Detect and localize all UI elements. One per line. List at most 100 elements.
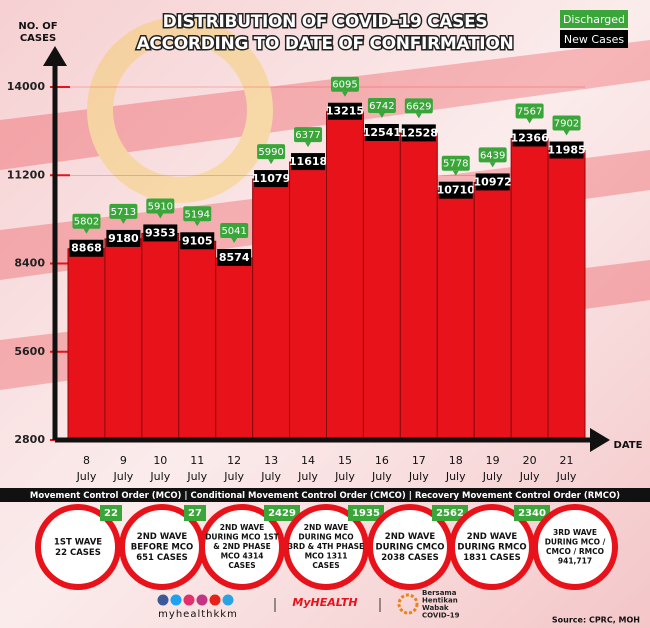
x-tick-label: 14 (301, 454, 315, 467)
discharged-tag (330, 76, 359, 92)
bar (289, 161, 328, 441)
bar (510, 138, 549, 441)
x-tick-month: July (334, 470, 355, 483)
wave-badge (100, 505, 122, 521)
x-tick-month: July (112, 470, 133, 483)
banner-bg (0, 488, 650, 502)
tag-pointer (83, 228, 90, 234)
y-axis-arrow (43, 46, 67, 66)
discharged-tag (404, 98, 433, 114)
x-tick-label: 21 (560, 454, 574, 467)
x-tick-month: July (556, 470, 577, 483)
value-label: 8868 (71, 242, 102, 255)
value-label: 12541 (363, 126, 401, 139)
y-tick-label: 2800 (14, 433, 45, 446)
tag-pointer (305, 142, 312, 148)
discharged-tag (515, 103, 544, 119)
x-tick-label: 8 (83, 454, 90, 467)
x-tick-label: 17 (412, 454, 426, 467)
y-axis-label: NO. OF (18, 21, 57, 32)
y-tick-label: 5600 (14, 345, 45, 358)
wave-badge (432, 505, 468, 521)
wave-text: 2038 CASES (381, 553, 438, 563)
discharged-label: 5713 (111, 207, 136, 218)
x-axis-arrow (590, 428, 610, 452)
social-icon (196, 594, 208, 606)
x-tick-month: July (445, 470, 466, 483)
footer-brand: MyHEALTH (292, 596, 357, 609)
x-tick-label: 18 (449, 454, 463, 467)
x-tick-label: 16 (375, 454, 389, 467)
campaign-text: Wabak (422, 604, 449, 612)
value-label: 12528 (400, 126, 438, 139)
bar (326, 111, 364, 441)
y-tick-label: 11200 (7, 168, 46, 181)
wave-text: DURING MCO (298, 533, 353, 542)
wave-badge (184, 505, 206, 521)
discharged-label: 5990 (258, 147, 283, 158)
legend-swatch (560, 10, 628, 28)
discharged-label: 6095 (332, 80, 357, 91)
bar (178, 240, 217, 441)
value-label-bg (291, 153, 326, 171)
discharged-tag (220, 223, 249, 239)
bar (67, 248, 106, 441)
tag-pointer (194, 221, 201, 227)
y-tick-label: 14000 (7, 80, 46, 93)
x-tick-month: July (297, 470, 318, 483)
wave-text: 941,717 (558, 556, 592, 565)
value-label-bg (327, 102, 362, 120)
value-label-bg (69, 239, 104, 257)
value-label: 9105 (182, 234, 213, 247)
discharged-label: 7567 (517, 107, 542, 118)
value-label-bg (475, 173, 510, 191)
wave-badge (348, 505, 384, 521)
wave-text: 22 CASES (55, 548, 101, 558)
bar (399, 132, 438, 441)
value-label: 11618 (289, 155, 327, 168)
wave-text: CASES (312, 561, 339, 570)
wave-text: BEFORE MCO (131, 543, 194, 553)
wave-badge-text: 2429 (268, 508, 296, 519)
discharged-tag (72, 213, 101, 229)
wave-text: 2ND WAVE (385, 532, 436, 542)
discharged-label: 6629 (406, 101, 431, 112)
bar (104, 238, 143, 441)
x-tick-month: July (519, 470, 540, 483)
value-label: 11985 (547, 144, 585, 157)
social-icon (209, 594, 221, 606)
value-label-bg (549, 141, 584, 159)
bar (362, 132, 401, 441)
x-tick-label: 13 (264, 454, 278, 467)
wave-badge-text: 22 (104, 508, 118, 519)
social-icon (157, 594, 169, 606)
source: Source: CPRC, MOH (552, 616, 640, 625)
x-tick-month: July (223, 470, 244, 483)
footer-handle: myhealthkkm (158, 609, 238, 620)
wave-text: CMCO / RMCO (546, 547, 604, 556)
discharged-tag (552, 115, 581, 131)
x-tick-month: July (408, 470, 429, 483)
wave-text: 1ST WAVE (54, 537, 102, 547)
bar (215, 257, 254, 441)
y-tick-label: 8400 (14, 257, 45, 270)
wave-badge (264, 505, 300, 521)
x-tick-month: July (371, 470, 392, 483)
discharged-label: 7902 (554, 119, 579, 130)
campaign-text: Bersama (422, 589, 457, 597)
x-tick-label: 15 (338, 454, 352, 467)
tag-pointer (563, 130, 570, 136)
wave-badge-text: 2340 (518, 508, 546, 519)
tag-pointer (452, 170, 459, 176)
legend-swatch (560, 30, 628, 48)
wave-badge-text: 1935 (352, 508, 380, 519)
wave-text: MCO 1311 (305, 552, 348, 561)
x-axis-label: DATE (614, 440, 643, 451)
tag-pointer (415, 113, 422, 119)
legend-label: New Cases (564, 33, 624, 46)
x-tick-month: July (186, 470, 207, 483)
wave-text: CASES (228, 561, 255, 570)
x-tick-month: July (149, 470, 170, 483)
tag-pointer (526, 118, 533, 124)
